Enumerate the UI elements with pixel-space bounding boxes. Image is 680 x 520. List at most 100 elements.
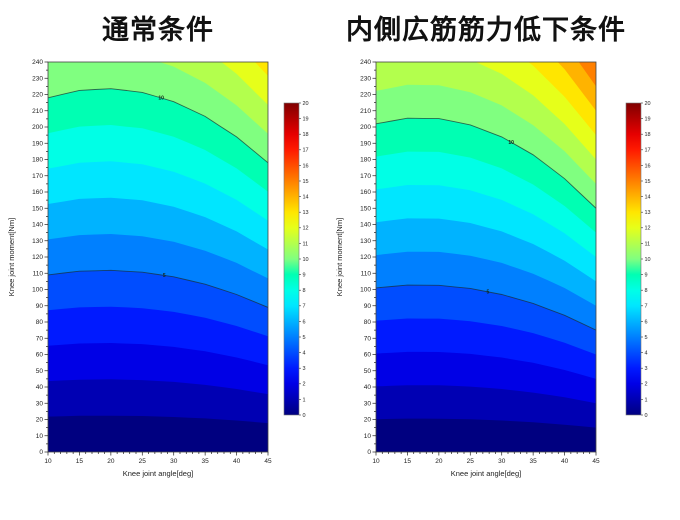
y-tick-label: 240 bbox=[32, 59, 43, 66]
y-tick-label: 190 bbox=[360, 140, 371, 147]
y-tick-label: 220 bbox=[360, 92, 371, 99]
axes: 0102030405060708090100110120130140150160… bbox=[7, 59, 272, 478]
y-tick-label: 100 bbox=[360, 287, 371, 294]
colorbar-tick-label: 2 bbox=[303, 382, 306, 388]
y-tick-label: 210 bbox=[32, 108, 43, 115]
colorbar-tick-label: 16 bbox=[645, 163, 651, 169]
x-tick-label: 40 bbox=[233, 458, 241, 465]
colorbar-tick-label: 20 bbox=[303, 101, 309, 107]
colorbar-tick-label: 6 bbox=[303, 319, 306, 325]
y-tick-label: 100 bbox=[32, 287, 43, 294]
y-tick-label: 190 bbox=[32, 140, 43, 147]
colorbar-tick-label: 0 bbox=[645, 413, 648, 419]
colorbar-tick-label: 7 bbox=[303, 304, 306, 310]
colorbar-tick-label: 2 bbox=[645, 382, 648, 388]
colorbar-tick-label: 7 bbox=[645, 304, 648, 310]
colorbar-tick-label: 6 bbox=[645, 319, 648, 325]
x-tick-label: 20 bbox=[435, 458, 443, 465]
y-tick-label: 80 bbox=[364, 319, 372, 326]
y-tick-label: 240 bbox=[360, 59, 371, 66]
y-tick-label: 10 bbox=[364, 433, 372, 440]
colorbar-tick-label: 0 bbox=[303, 413, 306, 419]
y-tick-label: 180 bbox=[32, 157, 43, 164]
contour-chart-svg: 1050102030405060708090100110120130140150… bbox=[7, 59, 309, 478]
y-tick-label: 80 bbox=[36, 319, 44, 326]
y-tick-label: 90 bbox=[364, 303, 372, 310]
colorbar-tick-label: 5 bbox=[645, 335, 648, 341]
contour-line-5 bbox=[48, 269, 268, 308]
colorbar-tick-label: 10 bbox=[303, 257, 309, 263]
colorbar-tick-label: 18 bbox=[303, 132, 309, 138]
y-tick-label: 200 bbox=[32, 124, 43, 131]
colorbar-tick-label: 1 bbox=[303, 397, 306, 403]
y-tick-label: 70 bbox=[364, 335, 372, 342]
x-axis-label: Knee joint angle[deg] bbox=[451, 469, 521, 478]
x-tick-label: 15 bbox=[404, 458, 412, 465]
y-tick-label: 110 bbox=[361, 270, 372, 277]
y-tick-label: 230 bbox=[360, 75, 371, 82]
x-tick-label: 30 bbox=[498, 458, 506, 465]
colorbar-tick-label: 12 bbox=[303, 226, 309, 232]
y-tick-label: 20 bbox=[364, 417, 372, 424]
contour-line-10 bbox=[376, 117, 596, 209]
colorbar-tick-label: 11 bbox=[645, 241, 651, 247]
colorbar-tick-label: 8 bbox=[645, 288, 648, 294]
colorbar-tick-label: 15 bbox=[645, 179, 651, 185]
x-tick-label: 25 bbox=[467, 458, 475, 465]
x-tick-label: 45 bbox=[264, 458, 272, 465]
colorbar-tick-label: 14 bbox=[303, 195, 309, 201]
x-tick-label: 25 bbox=[139, 458, 147, 465]
y-tick-label: 170 bbox=[360, 173, 371, 180]
left-contour-panel: 10 5 0 10 20 30 40 50 60 70 80 90 100 110 120 130 140 150… bbox=[2, 45, 342, 515]
x-tick-label: 35 bbox=[202, 458, 210, 465]
colorbar-tick-label: 17 bbox=[645, 148, 651, 154]
y-tick-label: 120 bbox=[32, 254, 43, 261]
x-tick-label: 20 bbox=[107, 458, 115, 465]
y-tick-label: 180 bbox=[360, 157, 371, 164]
x-tick-label: 40 bbox=[561, 458, 569, 465]
colorbar-tick-label: 19 bbox=[303, 117, 309, 123]
y-tick-label: 60 bbox=[36, 352, 44, 359]
y-tick-label: 200 bbox=[360, 124, 371, 131]
y-axis-label: Knee joint moment[Nm] bbox=[7, 218, 16, 296]
contour-line-5 bbox=[376, 284, 596, 331]
y-tick-label: 140 bbox=[360, 222, 371, 229]
y-tick-label: 70 bbox=[36, 335, 44, 342]
contour-label: 5 bbox=[486, 290, 489, 296]
contour-chart-svg: 1050102030405060708090100110120130140150… bbox=[335, 59, 651, 478]
colorbar-tick-label: 17 bbox=[303, 148, 309, 154]
y-tick-label: 130 bbox=[360, 238, 371, 245]
y-tick-label: 40 bbox=[36, 384, 44, 391]
colorbar-tick-label: 12 bbox=[645, 226, 651, 232]
y-tick-label: 150 bbox=[360, 205, 371, 212]
colorbar-tick-label: 3 bbox=[303, 366, 306, 372]
y-tick-label: 170 bbox=[32, 173, 43, 180]
y-tick-label: 160 bbox=[360, 189, 371, 196]
colorbar-tick-label: 16 bbox=[303, 163, 309, 169]
contour-fill: 10 5 bbox=[48, 62, 268, 452]
y-tick-label: 40 bbox=[364, 384, 372, 391]
y-tick-label: 20 bbox=[36, 417, 44, 424]
colorbar-tick-label: 11 bbox=[303, 241, 309, 247]
colorbar-tick-label: 4 bbox=[303, 351, 306, 357]
y-tick-label: 0 bbox=[39, 449, 43, 456]
colorbar-tick-label: 13 bbox=[645, 210, 651, 216]
colorbar-tick-label: 14 bbox=[645, 195, 651, 201]
contour-label: 10 bbox=[508, 140, 514, 146]
y-tick-label: 50 bbox=[36, 368, 44, 375]
y-tick-label: 10 bbox=[36, 433, 44, 440]
y-tick-label: 90 bbox=[36, 303, 44, 310]
colorbar bbox=[283, 102, 300, 416]
colorbar-tick-label: 20 bbox=[645, 101, 651, 107]
colorbar-tick-label: 18 bbox=[645, 132, 651, 138]
right-contour-panel: 10 5 0 10 20 30 40 50 60 70 80 90 100 110 120 130 140 150… bbox=[330, 45, 670, 515]
axes: 0102030405060708090100110120130140150160… bbox=[335, 59, 600, 478]
colorbar-tick-label: 1 bbox=[645, 397, 648, 403]
colorbar-tick-label: 19 bbox=[645, 117, 651, 123]
x-tick-label: 10 bbox=[44, 458, 52, 465]
y-axis-label: Knee joint moment[Nm] bbox=[335, 218, 344, 296]
colorbar bbox=[625, 102, 642, 416]
colorbar-tick-label: 10 bbox=[645, 257, 651, 263]
